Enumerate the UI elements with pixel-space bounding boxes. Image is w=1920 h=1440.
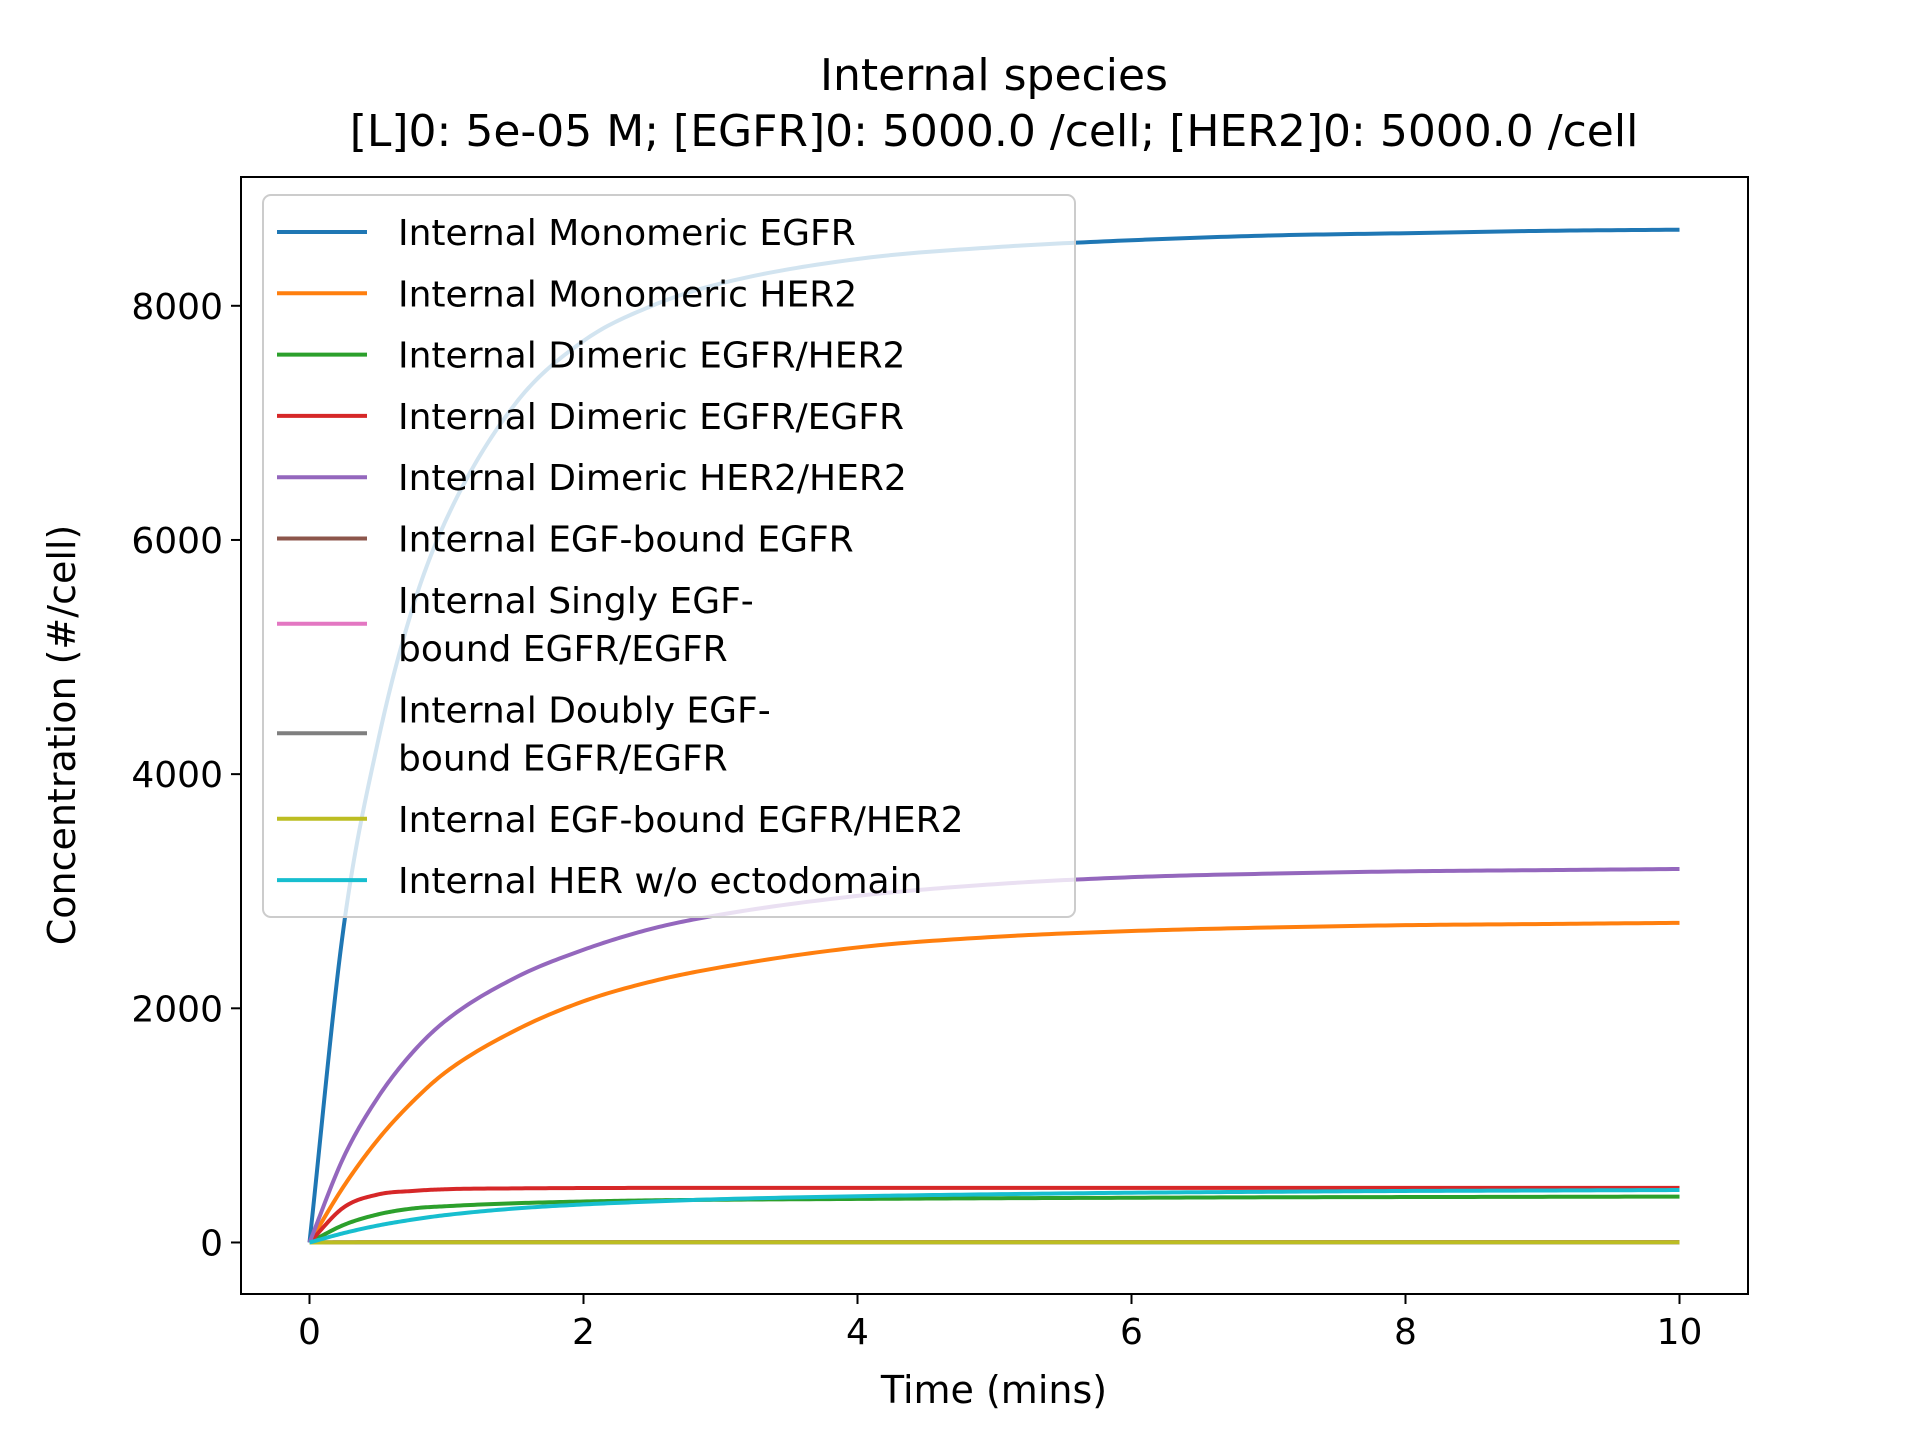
legend-label-1: Internal Monomeric EGFR	[398, 213, 856, 254]
series-line-5	[307, 866, 1680, 1244]
legend: Internal Monomeric EGFR Internal Monomeri…	[262, 194, 1076, 918]
y-tick-label: 2000	[131, 989, 223, 1030]
legend-box	[262, 194, 1076, 918]
series-line-2	[307, 920, 1680, 1244]
series-line-10	[308, 1188, 1680, 1245]
plot-frame	[240, 176, 1749, 1295]
y-axis-ticks: 0 2000 4000 6000 8000	[131, 287, 241, 1264]
y-tick-label: 6000	[131, 521, 223, 562]
x-axis-ticks: 0 2 4 6 8 10	[298, 1294, 1702, 1353]
chart-title: Internal species	[820, 50, 1168, 101]
series-line-4	[308, 1185, 1680, 1244]
legend-label-6: Internal EGF-bound EGFR	[398, 520, 854, 561]
x-tick-label: 2	[572, 1312, 595, 1353]
y-tick-label: 8000	[131, 287, 223, 328]
legend-label-10: Internal HER w/o ectodomain	[398, 861, 922, 902]
y-tick-label: 0	[200, 1223, 223, 1264]
x-tick-label: 10	[1657, 1312, 1703, 1353]
x-tick-label: 4	[846, 1312, 869, 1353]
legend-label-3: Internal Dimeric EGFR/HER2	[398, 336, 905, 377]
x-tick-label: 0	[298, 1312, 321, 1353]
legend-label-5: Internal Dimeric HER2/HER2	[398, 458, 907, 499]
x-axis-label: Time (mins)	[880, 1368, 1107, 1412]
x-tick-label: 8	[1394, 1312, 1417, 1353]
legend-label-9: Internal EGF-bound EGFR/HER2	[398, 800, 964, 841]
legend-label-7: Internal Singly EGF-bound EGFR/EGFR	[398, 581, 754, 670]
chart-subtitle: [L]0: 5e-05 M; [EGFR]0: 5000.0 /cell; [H…	[350, 106, 1639, 157]
x-tick-label: 6	[1120, 1312, 1143, 1353]
y-axis-label: Concentration (#/cell)	[40, 525, 84, 946]
y-tick-label: 4000	[131, 755, 223, 796]
legend-label-8: Internal Doubly EGF-bound EGFR/EGFR	[398, 690, 771, 779]
legend-label-2: Internal Monomeric HER2	[398, 274, 857, 315]
legend-label-4: Internal Dimeric EGFR/EGFR	[398, 397, 904, 438]
